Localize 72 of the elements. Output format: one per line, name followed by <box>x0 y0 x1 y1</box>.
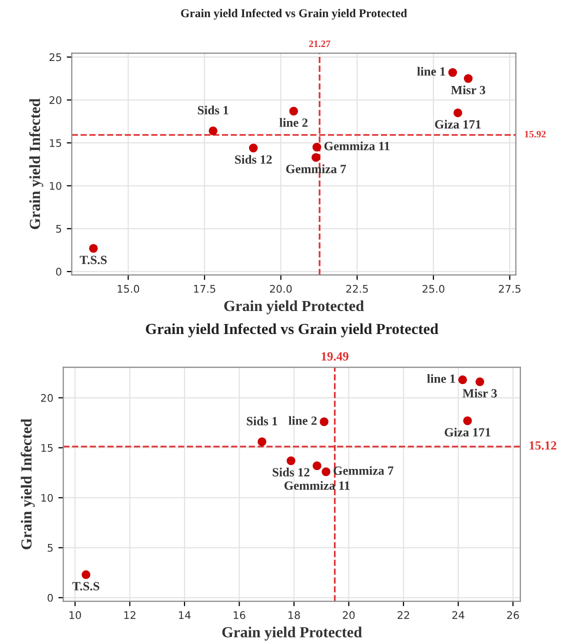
point <box>89 244 98 253</box>
y-tick-label: 20 <box>41 394 53 402</box>
annotation: line 2 <box>288 416 317 425</box>
ref-line-label: 15.12 <box>530 441 556 450</box>
point <box>475 377 484 386</box>
x-tick-label: 18 <box>288 611 300 620</box>
y-tick-label: 0 <box>48 594 53 602</box>
point <box>464 74 473 83</box>
point <box>320 417 328 426</box>
y-tick-label: 10 <box>41 494 53 502</box>
x-tick-label: 10 <box>70 611 81 620</box>
point <box>286 456 296 466</box>
ref-line-label: 21.27 <box>309 40 330 48</box>
point <box>312 461 322 470</box>
point <box>312 142 322 152</box>
x-tick-label: 16 <box>234 611 246 620</box>
annotation: line 1 <box>417 66 446 76</box>
point <box>463 416 472 426</box>
y-tick-label: 20 <box>50 96 62 104</box>
x-tick-label: 26 <box>507 611 519 620</box>
x-tick-label: 17.5 <box>194 285 216 293</box>
point <box>312 153 320 162</box>
annotation: line 1 <box>427 374 456 383</box>
annotation: Gemmiza 7 <box>286 164 346 174</box>
y-tick-label: 0 <box>56 268 62 276</box>
point <box>458 375 467 384</box>
point <box>82 570 90 580</box>
point <box>258 437 266 446</box>
point <box>248 144 258 152</box>
point <box>289 106 298 116</box>
x-tick-label: 27.5 <box>498 284 520 293</box>
ref-line-label: 19.49 <box>322 352 348 361</box>
chart-title: Grain yield Infected vs Grain yield Protected <box>181 8 408 20</box>
x-axis-title: Grain yield Protected <box>224 300 364 314</box>
point <box>208 126 218 136</box>
annotation: Sids 12 <box>235 154 272 164</box>
annotation: Misr 3 <box>451 85 486 94</box>
y-tick-label: 15 <box>50 139 62 147</box>
x-tick-label: 15.0 <box>118 284 140 293</box>
x-tick-label: 22.5 <box>346 284 368 293</box>
annotation: line 2 <box>279 118 308 127</box>
x-tick-label: 22 <box>398 611 410 619</box>
chart-title: Grain yield Infected vs Grain yield Protected <box>146 323 438 338</box>
annotation: Gemmiza 7 <box>334 466 394 475</box>
y-axis-title: Grain yield Infected <box>29 98 44 230</box>
ref-line-label: 15.92 <box>524 130 546 138</box>
y-tick-label: 15 <box>41 444 53 452</box>
annotation: Sids 12 <box>272 468 310 476</box>
annotation: Gemmiza 11 <box>324 141 390 150</box>
annotation: Misr 3 <box>462 388 497 398</box>
point <box>453 108 462 118</box>
point <box>448 68 458 77</box>
y-tick-label: 10 <box>50 182 62 190</box>
x-tick-label: 12 <box>124 611 136 619</box>
x-tick-label: 24 <box>452 611 464 619</box>
y-tick-label: 5 <box>56 225 62 233</box>
annotation: T.S.S <box>80 256 107 264</box>
annotation: Giza 171 <box>444 428 490 437</box>
point <box>322 467 330 476</box>
annotation: T.S.S <box>72 582 100 590</box>
annotation: Sids 1 <box>198 106 228 114</box>
annotation: Sids 1 <box>246 416 278 426</box>
x-axis-title: Grain yield Protected <box>222 626 362 641</box>
x-tick-label: 20 <box>342 611 355 620</box>
x-tick-label: 20.0 <box>270 284 292 293</box>
annotation: Gemmiza 11 <box>284 481 350 490</box>
y-axis-title: Grain yield Infected <box>20 418 35 550</box>
annotation: Giza 171 <box>435 120 481 129</box>
y-tick-label: 25 <box>50 53 62 62</box>
y-tick-label: 5 <box>48 544 53 552</box>
x-tick-label: 14 <box>179 611 191 619</box>
x-tick-label: 25.0 <box>422 284 444 293</box>
